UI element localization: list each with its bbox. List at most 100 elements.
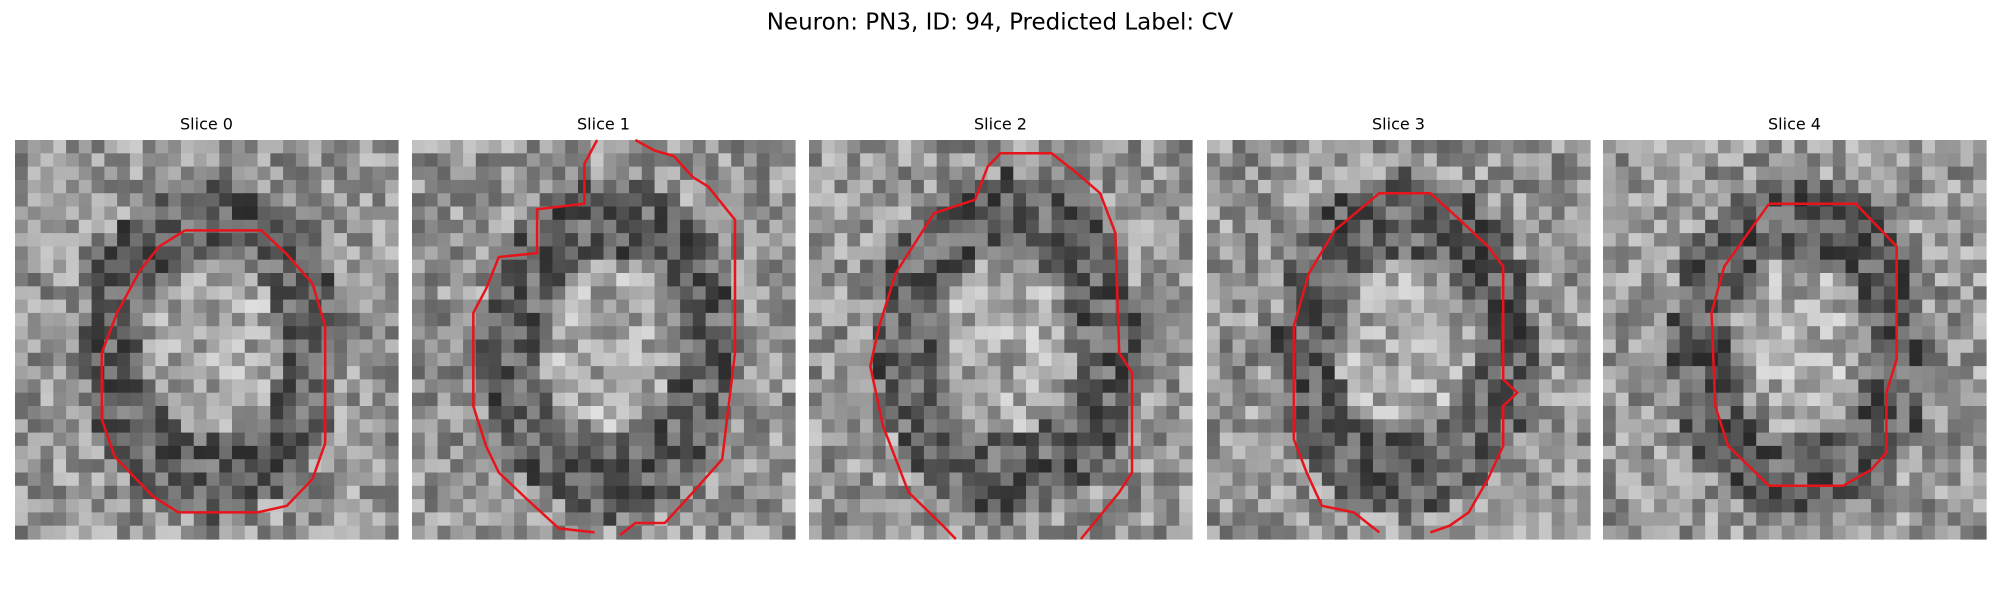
pixel [475, 312, 490, 327]
pixel [1922, 286, 1936, 301]
pixel [1577, 512, 1591, 527]
pixel [629, 286, 643, 301]
pixel [616, 312, 630, 327]
pixel [565, 432, 579, 447]
pixel [1140, 339, 1155, 354]
pixel [692, 512, 707, 527]
pixel [565, 472, 579, 487]
pixel [769, 419, 783, 434]
pixel [53, 326, 67, 341]
pixel [66, 472, 80, 487]
pixel [718, 299, 732, 314]
pixel [180, 459, 195, 474]
pixel [1807, 153, 1821, 168]
pixel [1038, 179, 1053, 194]
pixel [1934, 406, 1949, 420]
pixel [1026, 153, 1040, 168]
pixel [1166, 525, 1180, 540]
pixel [1603, 525, 1617, 540]
pixel [385, 193, 399, 208]
pixel [1153, 179, 1168, 194]
pixel [629, 273, 643, 287]
pixel [809, 233, 823, 247]
pixel [1411, 219, 1425, 234]
pixel [53, 512, 67, 527]
pixel [1832, 206, 1847, 221]
pixel [1666, 512, 1681, 527]
pixel [1538, 525, 1553, 540]
pixel [27, 206, 42, 221]
pixel [1717, 299, 1732, 314]
pixel [1449, 445, 1463, 460]
pixel [283, 273, 297, 287]
pixel [1179, 286, 1193, 301]
pixel [603, 419, 617, 434]
pixel [1807, 366, 1821, 380]
pixel [603, 339, 617, 354]
pixel [731, 179, 745, 194]
pixel [1258, 366, 1272, 380]
pixel [463, 206, 477, 221]
pixel [180, 379, 195, 394]
pixel [782, 140, 796, 154]
pixel [1038, 379, 1053, 394]
pixel [1115, 286, 1129, 301]
pixel [1666, 246, 1681, 261]
pixel [1038, 219, 1053, 234]
pixel [1947, 392, 1962, 407]
pixel [1973, 339, 1987, 354]
pixel [680, 432, 694, 447]
pixel [1219, 273, 1234, 287]
pixel [1038, 166, 1053, 181]
pixel [334, 366, 348, 380]
pixel [1051, 140, 1065, 154]
pixel [1973, 432, 1987, 447]
pixel [654, 246, 668, 261]
pixel [1077, 312, 1091, 327]
pixel [1411, 166, 1425, 181]
pixel [372, 312, 386, 327]
pixel [450, 259, 464, 274]
pixel [1641, 219, 1655, 234]
pixel [1245, 525, 1259, 540]
pixel [616, 499, 630, 513]
pixel [565, 286, 579, 301]
pixel [91, 273, 105, 287]
pixel [1487, 179, 1502, 194]
pixel [1232, 339, 1246, 354]
pixel [1270, 419, 1285, 434]
pixel [1845, 512, 1859, 527]
pixel [1128, 193, 1142, 208]
pixel [334, 525, 348, 540]
pixel [1321, 140, 1336, 154]
pixel [117, 525, 131, 540]
pixel [872, 273, 887, 287]
pixel [1385, 366, 1400, 380]
pixel [142, 525, 157, 540]
pixel [860, 339, 874, 354]
pixel [1820, 472, 1834, 487]
pixel [962, 485, 976, 500]
pixel [1128, 472, 1142, 487]
pixel [1666, 299, 1681, 314]
pixel [552, 485, 566, 500]
pixel [987, 445, 1002, 460]
pixel [577, 246, 592, 261]
pixel [372, 512, 386, 527]
pixel [1628, 419, 1642, 434]
pixel [1654, 153, 1668, 168]
pixel [782, 233, 796, 247]
pixel [1115, 179, 1129, 194]
pixel [334, 339, 348, 354]
pixel [680, 233, 694, 247]
pixel [1179, 179, 1193, 194]
pixel [1283, 286, 1297, 301]
figure-title: Neuron: PN3, ID: 94, Predicted Label: CV [767, 10, 1234, 36]
pixel [1424, 153, 1438, 168]
pixel [1705, 459, 1719, 474]
pixel [1603, 219, 1617, 234]
pixel [334, 379, 348, 394]
pixel [206, 379, 220, 394]
pixel [692, 485, 707, 500]
pixel [1321, 193, 1336, 208]
